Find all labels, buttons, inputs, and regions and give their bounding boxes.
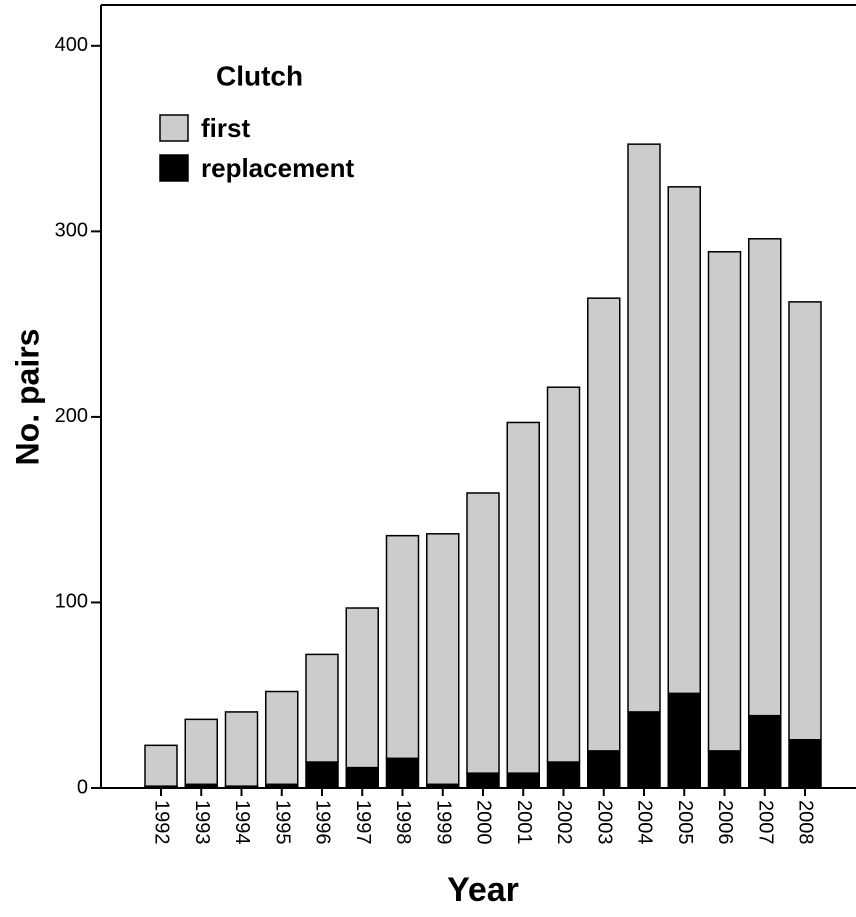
bar-segment — [184, 718, 218, 786]
bar-segment — [627, 143, 661, 713]
x-tick-label: 2001 — [513, 800, 535, 845]
bar-segment — [587, 297, 621, 752]
x-tick-label: 1992 — [151, 800, 173, 845]
x-tick-label: 2003 — [593, 800, 615, 845]
bar-segment — [748, 238, 782, 717]
bar-segment — [587, 750, 621, 789]
bar-segment — [627, 711, 661, 789]
bar-segment — [466, 492, 500, 774]
bar-segment — [546, 761, 581, 789]
bar-segment — [345, 607, 379, 769]
x-tick-label: 2002 — [553, 800, 575, 845]
bar-segment — [385, 757, 420, 789]
y-tick-label: 400 — [55, 34, 88, 56]
x-tick-label: 1998 — [392, 800, 414, 845]
y-tick-label: 100 — [55, 591, 88, 613]
x-axis-label: Year — [447, 871, 519, 909]
x-tick-label: 2007 — [754, 800, 776, 845]
bar-segment — [265, 690, 299, 786]
bar-segment — [748, 714, 782, 789]
x-tick-label: 2008 — [795, 800, 817, 845]
bar-segment — [506, 772, 540, 789]
bar-segment — [506, 421, 540, 774]
x-tick-label: 2000 — [473, 800, 495, 845]
bar-segment — [345, 766, 379, 789]
y-tick-label: 200 — [55, 405, 88, 427]
bar-segment — [788, 301, 822, 741]
x-tick-label: 2004 — [634, 800, 656, 845]
bar-segment — [707, 750, 742, 789]
bar-segment — [305, 653, 339, 763]
legend-title: Clutch — [216, 60, 303, 91]
y-tick-label: 300 — [55, 220, 88, 242]
bar-segment — [667, 692, 701, 789]
bar-segment — [667, 186, 701, 695]
legend-swatch — [159, 154, 189, 182]
y-axis-label: No. pairs — [9, 329, 45, 466]
x-tick-label: 1995 — [271, 800, 293, 845]
legend-swatch — [159, 114, 189, 142]
bar-segment — [546, 386, 581, 763]
legend-label: replacement — [201, 153, 355, 183]
bar-segment — [707, 251, 742, 752]
x-tick-label: 1999 — [432, 800, 454, 845]
x-tick-label: 1997 — [352, 800, 374, 845]
x-tick-label: 1993 — [191, 800, 213, 845]
x-tick-label: 1994 — [231, 800, 253, 845]
y-tick-label: 0 — [77, 776, 88, 798]
bar-segment — [385, 534, 420, 760]
x-tick-label: 1996 — [312, 800, 334, 845]
bar-segment — [144, 744, 178, 787]
bar-segment — [788, 739, 822, 789]
x-tick-label: 2006 — [714, 800, 736, 845]
legend-label: first — [201, 113, 250, 143]
bar-segment — [466, 772, 500, 789]
x-tick-label: 2005 — [674, 800, 696, 845]
bar-segment — [224, 711, 259, 787]
bar-segment — [426, 533, 460, 786]
bar-segment — [305, 761, 339, 789]
